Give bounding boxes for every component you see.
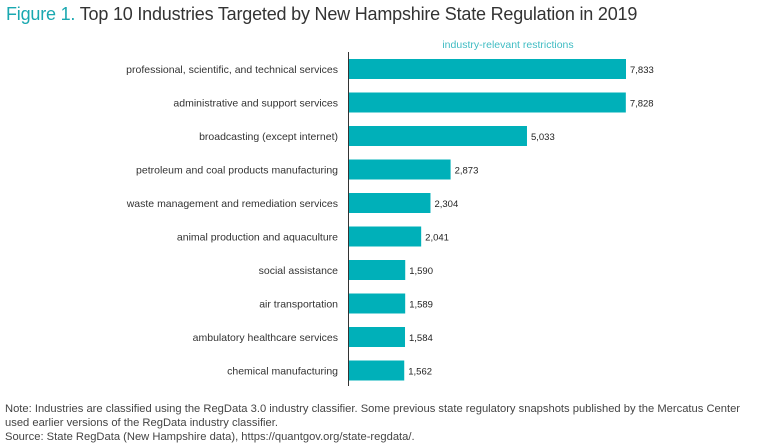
category-label: ambulatory healthcare services: [193, 332, 338, 344]
value-label: 7,833: [630, 65, 654, 76]
figure-title: Figure 1. Top 10 Industries Targeted by …: [6, 4, 637, 25]
note-text: Note: Industries are classified using th…: [5, 403, 741, 429]
category-label: broadcasting (except internet): [199, 131, 338, 143]
category-label: chemical manufacturing: [227, 366, 338, 378]
value-label: 2,304: [434, 199, 458, 210]
series-label: industry-relevant restrictions: [442, 39, 573, 51]
value-label: 5,033: [531, 132, 555, 143]
value-label: 2,873: [455, 166, 479, 177]
value-label: 1,590: [409, 266, 433, 277]
category-label: petroleum and coal products manufacturin…: [136, 165, 338, 177]
category-label: air transportation: [259, 299, 338, 311]
bar: [349, 159, 451, 180]
category-label: professional, scientific, and technical …: [126, 64, 338, 76]
bar: [349, 226, 422, 247]
value-label: 1,584: [409, 333, 433, 344]
source-text: Source: State RegData (New Hampshire dat…: [5, 431, 415, 443]
figure-title-text: Top 10 Industries Targeted by New Hampsh…: [79, 4, 638, 24]
bar: [349, 193, 431, 213]
value-label: 7,828: [630, 99, 654, 110]
category-label: social assistance: [259, 265, 339, 277]
bar: [349, 59, 626, 79]
figure-label: Figure 1.: [6, 4, 76, 24]
value-label: 1,562: [408, 367, 432, 378]
bar: [349, 126, 527, 146]
bar: [349, 293, 406, 314]
category-label: animal production and aquaculture: [177, 232, 338, 244]
bar: [349, 327, 406, 347]
value-label: 2,041: [425, 233, 449, 244]
value-label: 1,589: [409, 300, 433, 311]
category-label: waste management and remediation service…: [126, 198, 338, 210]
category-label: administrative and support services: [173, 98, 338, 110]
bar: [349, 92, 626, 113]
bar: [349, 260, 406, 280]
bar: [349, 360, 405, 381]
notes: Note: Industries are classified using th…: [5, 402, 767, 444]
